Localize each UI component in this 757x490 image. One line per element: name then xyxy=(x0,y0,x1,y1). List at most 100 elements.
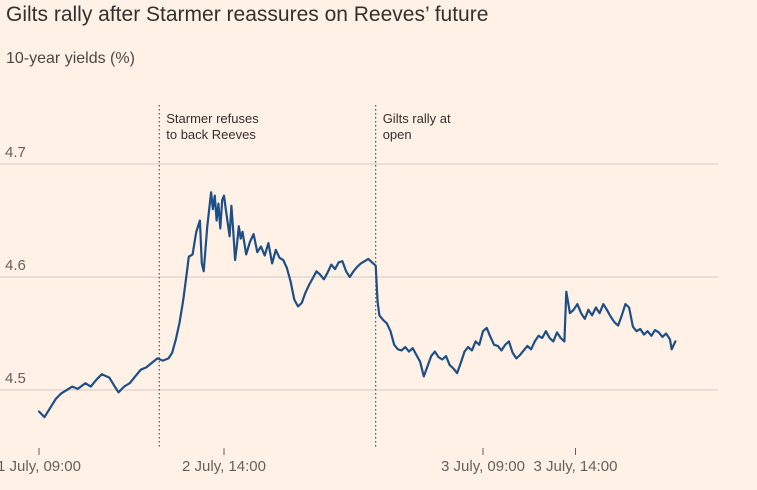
data-point xyxy=(349,276,351,278)
data-point xyxy=(238,225,240,227)
data-point xyxy=(489,336,491,338)
data-point xyxy=(441,358,443,361)
data-point xyxy=(628,306,630,309)
data-point xyxy=(599,312,601,314)
data-point xyxy=(225,208,227,210)
data-point xyxy=(290,280,292,283)
data-point xyxy=(84,382,86,384)
data-point xyxy=(635,330,638,332)
data-point xyxy=(204,248,207,250)
data-point xyxy=(500,349,503,351)
data-point xyxy=(66,389,68,391)
data-point xyxy=(327,271,329,274)
data-point xyxy=(482,330,484,332)
data-point xyxy=(123,386,125,388)
data-point xyxy=(129,382,131,384)
data-point xyxy=(377,301,379,303)
data-point xyxy=(304,292,306,294)
data-point xyxy=(71,386,73,388)
data-point xyxy=(249,241,251,243)
data-point xyxy=(162,360,164,362)
data-point xyxy=(101,373,103,375)
data-point xyxy=(471,349,473,351)
data-point xyxy=(232,231,234,233)
data-point xyxy=(360,262,362,264)
data-point xyxy=(315,270,318,272)
data-point xyxy=(423,375,425,377)
data-point xyxy=(587,309,590,311)
data-point xyxy=(565,291,567,293)
data-point xyxy=(595,306,597,309)
data-point xyxy=(334,268,336,270)
data-point xyxy=(286,267,288,269)
data-point xyxy=(301,302,303,304)
data-point xyxy=(419,361,421,363)
data-point xyxy=(49,407,51,409)
data-point xyxy=(545,330,547,332)
data-point xyxy=(375,265,377,267)
data-point xyxy=(241,231,244,233)
data-point xyxy=(308,284,310,286)
data-point xyxy=(650,335,653,337)
data-point xyxy=(541,337,543,339)
data-point xyxy=(426,365,429,367)
data-point xyxy=(371,261,373,263)
data-point xyxy=(210,191,212,193)
data-point xyxy=(108,377,110,379)
data-point xyxy=(460,362,462,364)
data-point xyxy=(55,398,57,400)
data-point xyxy=(271,262,273,264)
data-point xyxy=(617,325,619,327)
data-point xyxy=(552,340,554,342)
data-point xyxy=(475,340,477,342)
data-point xyxy=(221,199,223,201)
data-point xyxy=(386,322,388,324)
data-point xyxy=(534,340,536,342)
data-point xyxy=(223,195,225,197)
data-point xyxy=(297,305,299,307)
data-point xyxy=(38,410,40,413)
data-point xyxy=(256,251,258,253)
data-point xyxy=(253,233,255,235)
data-point xyxy=(245,253,247,255)
data-point xyxy=(151,362,153,364)
data-point xyxy=(526,345,529,347)
data-point xyxy=(319,274,321,276)
data-point xyxy=(186,270,188,272)
data-point xyxy=(658,331,660,333)
data-point xyxy=(580,312,582,314)
data-point xyxy=(576,303,579,305)
data-point xyxy=(356,266,358,268)
data-point xyxy=(293,299,295,301)
data-point xyxy=(364,260,366,262)
data-point xyxy=(114,386,116,388)
data-point xyxy=(602,303,604,305)
data-point xyxy=(43,416,46,418)
data-point xyxy=(661,336,664,338)
annotation-text: to back Reeves xyxy=(166,127,256,142)
axis-ticks: 4.5 4.6 4.7 1 July, 09:00 2 July, 14:00 3 Jul… xyxy=(0,144,617,475)
data-point xyxy=(393,344,395,346)
data-point xyxy=(182,299,184,301)
data-point xyxy=(584,318,586,320)
data-point xyxy=(530,348,532,350)
data-point xyxy=(639,328,641,330)
series-line-0 xyxy=(37,191,677,419)
data-point xyxy=(467,346,469,348)
data-point xyxy=(665,332,667,335)
data-point xyxy=(497,345,499,347)
data-point xyxy=(219,227,221,229)
data-point xyxy=(117,391,120,393)
chart-subtitle: 10-year yields (%) xyxy=(6,50,135,67)
data-point xyxy=(493,344,495,346)
data-point xyxy=(212,208,214,210)
data-point xyxy=(511,352,514,354)
data-point xyxy=(378,314,380,316)
data-point xyxy=(463,351,466,353)
data-point xyxy=(95,379,97,381)
data-point xyxy=(519,354,521,356)
data-point xyxy=(230,205,232,207)
x-tick-label: 3 July, 14:00 xyxy=(534,458,618,475)
